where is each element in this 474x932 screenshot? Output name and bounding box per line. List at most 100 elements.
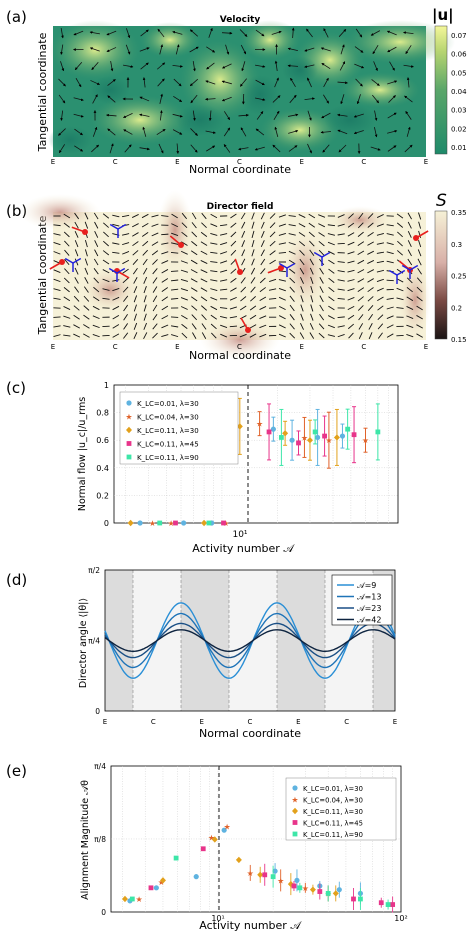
legend-label: K_LC=0.11, λ=30 xyxy=(137,427,199,435)
velocity-arrow xyxy=(323,28,329,38)
x-tick-label: C xyxy=(361,343,366,351)
data-point xyxy=(282,430,289,437)
director-line xyxy=(299,267,305,275)
data-point xyxy=(127,519,134,527)
velocity-arrow xyxy=(172,129,183,135)
defect-tail xyxy=(240,317,249,331)
director-line xyxy=(327,250,335,255)
panel-e-points: ★★★★★★★★ xyxy=(121,822,396,913)
director-line xyxy=(357,231,364,238)
director-line xyxy=(170,325,179,328)
director-line xyxy=(63,231,70,238)
director-line xyxy=(74,240,79,248)
director-line xyxy=(200,305,208,311)
director-line xyxy=(288,224,296,227)
data-point: ★ xyxy=(208,834,215,843)
director-line xyxy=(132,259,139,265)
data-point: ★ xyxy=(302,884,309,893)
director-line xyxy=(219,233,228,236)
director-line xyxy=(396,287,404,292)
director-line xyxy=(367,222,374,228)
velocity-arrow xyxy=(139,113,150,117)
data-point xyxy=(292,831,298,837)
x-tick-label: C xyxy=(344,718,349,726)
data-point xyxy=(201,519,208,527)
colorbar-tick: 0.03 xyxy=(451,107,467,115)
data-point xyxy=(375,429,381,435)
director-line xyxy=(300,276,304,284)
velocity-arrow xyxy=(255,29,265,37)
director-line xyxy=(123,323,129,330)
panel-c-legend xyxy=(119,391,239,465)
velocity-arrow xyxy=(190,144,198,153)
director-line xyxy=(133,295,138,303)
velocity-arrow xyxy=(288,113,299,117)
panel-e-xlabel: Activity number 𝒜 xyxy=(199,919,302,932)
velocity-arrow xyxy=(175,44,180,55)
director-line xyxy=(310,313,314,321)
defect-tail xyxy=(267,267,282,274)
velocity-arrow xyxy=(223,127,231,137)
director-line xyxy=(83,324,90,329)
director-line xyxy=(210,323,217,330)
director-line xyxy=(210,305,218,311)
colorbar-b-label: S xyxy=(436,191,447,211)
director-line xyxy=(63,325,71,328)
director-line xyxy=(289,332,296,339)
director-line xyxy=(63,222,70,228)
director-line xyxy=(102,250,110,256)
director-line xyxy=(260,212,265,220)
director-line xyxy=(133,277,138,284)
director-line xyxy=(357,287,365,292)
director-line xyxy=(190,269,198,274)
director-line xyxy=(300,322,304,330)
director-line xyxy=(377,314,384,321)
panel-b-ylabel: Tangential coordinate xyxy=(36,215,49,335)
angle-curve xyxy=(104,629,396,652)
y-tick-label: π/4 xyxy=(94,762,106,771)
x-tick-label: 10² xyxy=(394,914,407,923)
director-line xyxy=(319,277,324,284)
y-tick-label: 0.6 xyxy=(96,436,109,445)
director-line xyxy=(201,332,207,339)
velocity-arrow xyxy=(89,47,100,52)
velocity-arrow xyxy=(189,78,199,87)
velocity-arrow xyxy=(58,144,66,154)
velocity-arrow xyxy=(274,60,278,72)
velocity-arrow xyxy=(374,110,378,121)
velocity-arrow xyxy=(372,94,379,104)
y-tick-label: 0 xyxy=(95,707,100,716)
director-line xyxy=(141,222,149,228)
data-point xyxy=(181,520,187,526)
director-line xyxy=(102,297,110,300)
director-line xyxy=(152,332,158,339)
legend-label: K_LC=0.11, λ=90 xyxy=(137,454,199,462)
director-line xyxy=(386,233,394,236)
data-point: ★ xyxy=(247,869,254,878)
director-line xyxy=(161,315,169,320)
director-line xyxy=(53,334,61,338)
director-line xyxy=(74,258,79,266)
velocity-arrow xyxy=(58,78,66,87)
order-blob xyxy=(157,190,193,270)
director-line xyxy=(170,298,179,300)
director-line xyxy=(347,323,355,330)
director-line xyxy=(241,258,246,266)
velocity-arrow xyxy=(337,113,348,117)
velocity-arrow xyxy=(221,96,232,102)
velocity-arrow xyxy=(172,113,183,118)
director-line xyxy=(337,297,345,300)
director-line xyxy=(337,214,345,218)
director-line xyxy=(133,286,138,294)
data-point xyxy=(351,432,357,438)
velocity-blob xyxy=(90,76,130,104)
director-line xyxy=(289,314,295,321)
director-line xyxy=(278,287,286,292)
director-line xyxy=(143,286,147,294)
director-line xyxy=(251,240,255,248)
panel-b-title: Director field xyxy=(207,202,274,212)
director-line xyxy=(161,334,169,338)
director-line xyxy=(93,277,99,284)
director-line xyxy=(53,325,61,328)
